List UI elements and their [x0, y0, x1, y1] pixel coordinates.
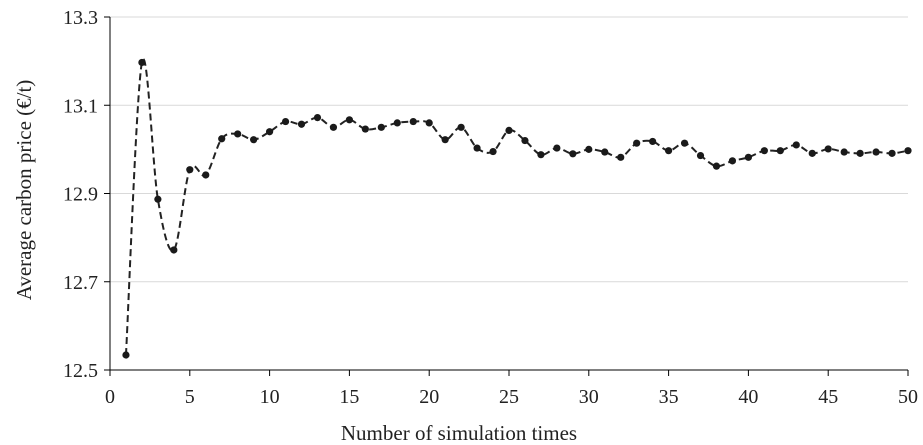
data-point: [808, 149, 816, 157]
series-line: [124, 58, 909, 356]
data-point: [888, 149, 896, 157]
data-point: [617, 153, 625, 161]
data-point: [649, 137, 657, 146]
data-point: [234, 130, 242, 138]
data-point: [297, 120, 306, 128]
data-point: [489, 147, 497, 156]
data-point: [824, 145, 832, 153]
y-tick-label: 13.3: [63, 7, 98, 29]
data-point: [665, 147, 673, 155]
data-point: [377, 123, 385, 131]
x-tick-label: 0: [105, 386, 115, 408]
data-point: [680, 139, 689, 147]
y-tick-label: 12.9: [63, 184, 98, 206]
x-tick-label: 25: [499, 386, 519, 408]
data-point: [186, 166, 194, 174]
data-point: [409, 117, 417, 126]
data-point: [266, 128, 274, 136]
data-point: [712, 162, 721, 170]
data-point: [840, 148, 848, 156]
y-tick-label: 12.7: [63, 272, 98, 294]
data-point: [505, 126, 513, 135]
x-tick-label: 35: [659, 386, 679, 408]
data-point: [313, 114, 322, 122]
data-point: [585, 145, 593, 153]
data-point: [281, 117, 290, 126]
data-point: [473, 144, 481, 152]
data-point: [154, 195, 162, 203]
data-point: [457, 123, 465, 131]
x-tick-label: 15: [339, 386, 359, 408]
x-tick-label: 30: [579, 386, 599, 408]
data-point: [202, 171, 210, 179]
data-point: [601, 148, 609, 156]
x-tick-label: 45: [818, 386, 838, 408]
data-point: [361, 125, 369, 133]
data-point: [776, 147, 784, 155]
data-point: [138, 58, 146, 67]
data-point: [856, 149, 864, 157]
x-tick-label: 40: [738, 386, 758, 408]
data-point: [569, 150, 577, 158]
data-point: [744, 153, 753, 161]
data-point: [425, 119, 433, 127]
data-point: [728, 157, 737, 165]
data-point: [122, 351, 130, 359]
data-point: [218, 135, 226, 143]
x-tick-label: 10: [260, 386, 280, 408]
data-points: [122, 58, 912, 359]
data-point: [537, 151, 545, 159]
y-tick-label: 13.1: [63, 95, 98, 117]
y-axis-ticks: 12.5 12.7 12.9 13.1 13.3: [63, 7, 110, 382]
x-axis-title: Number of simulation times: [341, 421, 577, 445]
x-axis-ticks: 0 5 10 15 20 25 30 35 40 45 50: [105, 370, 918, 408]
data-point: [904, 147, 912, 155]
data-point: [345, 116, 353, 124]
x-tick-label: 5: [185, 386, 195, 408]
data-point: [760, 147, 768, 155]
data-point: [633, 139, 641, 147]
data-point: [792, 141, 800, 149]
y-axis-title: Average carbon price (€/t): [12, 80, 36, 301]
x-tick-label: 20: [419, 386, 439, 408]
data-point: [521, 136, 529, 145]
data-point: [329, 123, 338, 131]
y-tick-label: 12.5: [63, 360, 98, 382]
data-point: [441, 136, 449, 144]
data-point: [696, 151, 705, 160]
data-point: [250, 136, 258, 144]
data-point: [393, 119, 401, 127]
gridlines: [110, 16, 908, 283]
data-point: [170, 246, 178, 254]
data-point: [872, 148, 880, 156]
x-tick-label: 50: [898, 386, 918, 408]
data-point: [553, 144, 561, 152]
